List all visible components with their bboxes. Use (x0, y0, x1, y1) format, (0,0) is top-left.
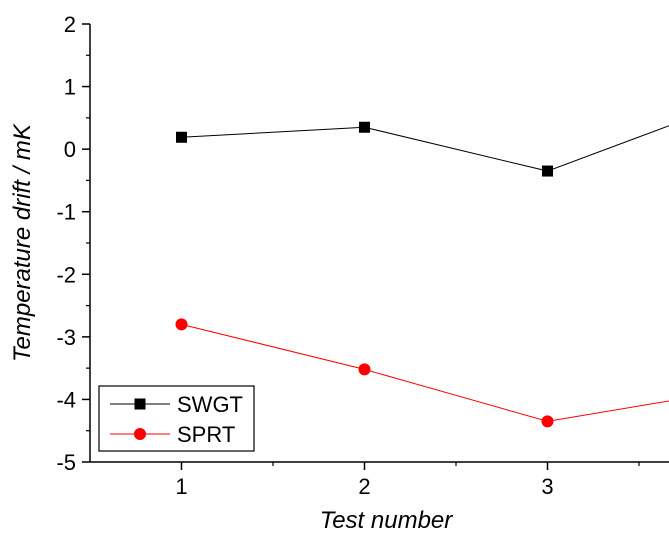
legend-label-sprt: SPRT (177, 422, 235, 447)
y-tick-label: -2 (56, 262, 76, 287)
legend-marker-sprt (134, 428, 146, 440)
legend: SWGT SPRT (98, 385, 255, 452)
x-tick-label: 2 (358, 474, 370, 499)
legend-marker-swgt (134, 398, 146, 410)
data-point-sprt (541, 415, 554, 428)
data-point-sprt (358, 363, 371, 376)
legend-box (98, 385, 255, 452)
x-tick-label: 1 (175, 474, 187, 499)
y-tick-label: 2 (64, 12, 76, 37)
y-tick-label: -5 (56, 450, 76, 475)
plot-area: -5-4-3-2-101212345 (56, 12, 669, 499)
x-axis-label: Test number (320, 507, 454, 534)
y-axis-label: Temperature drift / mK (9, 123, 36, 362)
series-layer (175, 121, 669, 428)
data-point-swgt (359, 121, 370, 133)
legend-label-swgt: SWGT (177, 392, 243, 417)
data-point-swgt (542, 165, 553, 177)
y-tick-label: -1 (56, 200, 76, 225)
axis-ticks: -5-4-3-2-101212345 (56, 12, 640, 499)
data-point-swgt (176, 131, 187, 143)
data-point-sprt (175, 318, 188, 331)
y-tick-label: 0 (64, 137, 76, 162)
x-tick-label: 3 (541, 474, 553, 499)
y-tick-label: -4 (56, 387, 76, 412)
series-line-swgt (181, 125, 669, 172)
y-tick-label: 1 (64, 75, 76, 100)
y-tick-label: -3 (56, 325, 76, 350)
series-line-sprt (181, 323, 669, 422)
